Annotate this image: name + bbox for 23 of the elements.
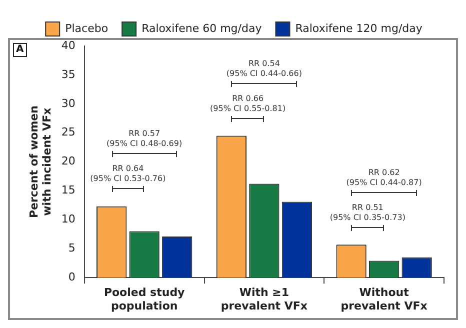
y-tick-label: 25 — [61, 126, 76, 139]
y-tick-label: 35 — [61, 68, 76, 81]
legend-label: Raloxifene 120 mg/day — [295, 22, 423, 35]
annotation: RR 0.64 (95% CI 0.53-0.76) — [89, 164, 167, 184]
annotation: RR 0.54 (95% CI 0.44-0.66) — [225, 58, 303, 79]
y-tick-label: 10 — [61, 212, 76, 226]
legend-label: Placebo — [65, 22, 108, 35]
x-tick-label: With ≥1 prevalent VFx — [220, 286, 308, 312]
y-tick-label: 0 — [68, 270, 76, 284]
annotation: RR 0.62 (95% CI 0.44-0.87) — [345, 168, 423, 188]
text: A — [13, 43, 27, 57]
y-tick-label: 30 — [61, 96, 76, 110]
y-tick-label: 20 — [61, 154, 76, 168]
annotation: RR 0.51 (95% CI 0.35-0.73) — [328, 202, 406, 223]
annotation: RR 0.66 (95% CI 0.55-0.81) — [209, 94, 287, 114]
y-axis-title: Percent of women with incident VFx — [27, 106, 54, 218]
y-tick-label: 5 — [68, 242, 76, 255]
y-tick-label: 15 — [61, 184, 76, 197]
y-tick-label: 40 — [61, 38, 76, 52]
annotation: RR 0.57 (95% CI 0.48-0.69) — [106, 129, 184, 150]
x-tick-label: Pooled study population — [104, 286, 185, 312]
legend-label: Raloxifene 60 mg/day — [142, 22, 262, 35]
x-tick-label: Without prevalent VFx — [340, 286, 428, 312]
